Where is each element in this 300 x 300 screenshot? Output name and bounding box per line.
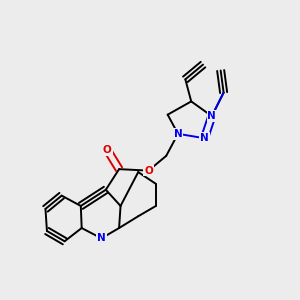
- Text: N: N: [208, 111, 216, 121]
- Text: N: N: [97, 233, 106, 243]
- Text: N: N: [200, 133, 209, 143]
- Text: O: O: [144, 166, 153, 176]
- Text: N: N: [174, 129, 182, 139]
- Text: O: O: [103, 145, 112, 155]
